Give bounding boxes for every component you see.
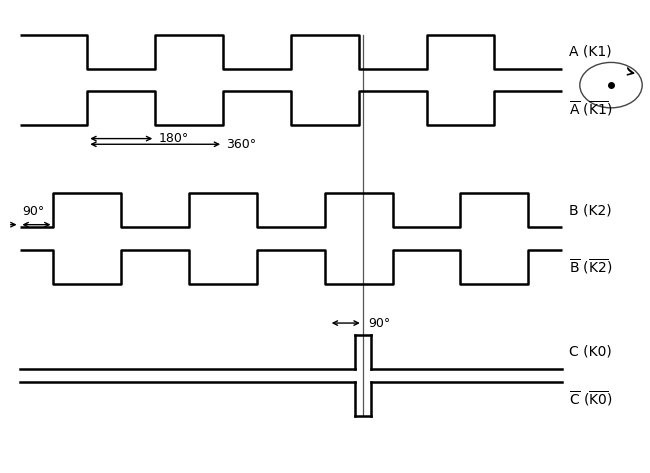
Text: A (K1): A (K1) (569, 44, 612, 59)
Text: $\overline{\mathregular{B}}$ ($\overline{\mathregular{K2}}$): $\overline{\mathregular{B}}$ ($\overline… (569, 258, 612, 276)
Text: $\overline{\mathregular{A}}$ ($\overline{\mathregular{K1}}$): $\overline{\mathregular{A}}$ ($\overline… (569, 99, 612, 117)
Text: 360°: 360° (226, 138, 256, 151)
Text: 90°: 90° (368, 316, 390, 330)
Text: B (K2): B (K2) (569, 203, 612, 217)
Text: 90°: 90° (23, 205, 45, 218)
Text: C (K0): C (K0) (569, 345, 612, 359)
Text: $\overline{\mathregular{C}}$ ($\overline{\mathregular{K0}}$): $\overline{\mathregular{C}}$ ($\overline… (569, 390, 612, 408)
Text: 180°: 180° (159, 132, 188, 145)
